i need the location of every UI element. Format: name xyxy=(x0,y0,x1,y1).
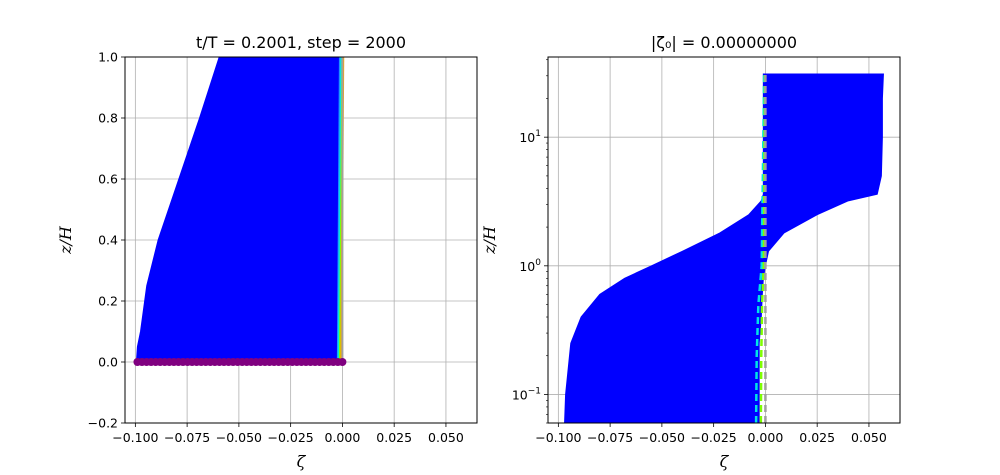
right-y-ticks: 10−1 100 101 xyxy=(512,59,548,424)
right-y-tick-label: 10−1 xyxy=(512,386,541,402)
right-x-tick-label: −0.100 xyxy=(535,430,581,445)
left-y-tick-label: 0.6 xyxy=(98,172,118,187)
left-plot-title: t/T = 0.2001, step = 2000 xyxy=(196,33,406,52)
right-y-axis-label: z/H xyxy=(480,225,499,255)
left-y-tick-label: 0.0 xyxy=(98,355,118,370)
left-x-tick-label: −0.025 xyxy=(268,430,314,445)
left-x-tick-label: −0.075 xyxy=(164,430,210,445)
right-data-layer xyxy=(564,73,884,423)
left-y-tick-label: −0.2 xyxy=(88,416,118,431)
left-y-tick-label: 0.8 xyxy=(98,111,118,126)
right-x-ticks: −0.100 −0.075 −0.050 −0.025 0.000 0.025 0.050 xyxy=(535,423,887,445)
right-y-tick-label: 100 xyxy=(519,258,541,274)
left-x-tick-label: 0.025 xyxy=(376,430,412,445)
right-x-tick-label: 0.025 xyxy=(799,430,835,445)
left-data-layer xyxy=(133,57,347,366)
right-profile-line-0 xyxy=(754,73,766,423)
right-x-axis-label: ζ xyxy=(720,452,730,471)
left-y-axis-label: z/H xyxy=(56,225,75,255)
left-y-ticks: −0.2 0.0 0.2 0.4 0.6 0.8 1.0 xyxy=(88,50,125,431)
left-profile-line-1 xyxy=(337,57,343,363)
left-blue-profile-envelope xyxy=(135,57,340,363)
right-x-tick-label: −0.050 xyxy=(639,430,685,445)
right-x-tick-label: 0.000 xyxy=(748,430,784,445)
left-x-tick-label: 0.050 xyxy=(428,430,464,445)
left-y-tick-label: 1.0 xyxy=(98,50,118,65)
right-plot-title: |ζ₀| = 0.00000000 xyxy=(651,33,797,52)
left-subplot: −0.100 −0.075 −0.050 −0.025 0.000 0.025 0.050 … xyxy=(56,33,478,471)
right-y-tick-label: 101 xyxy=(519,129,541,145)
right-subplot: −0.100 −0.075 −0.050 −0.025 0.000 0.025 0.050 … xyxy=(480,33,901,471)
left-x-tick-label: −0.050 xyxy=(216,430,262,445)
right-blue-profile-envelope xyxy=(564,73,884,423)
left-x-axis-label: ζ xyxy=(297,452,307,471)
left-x-tick-label: −0.100 xyxy=(112,430,158,445)
left-y-tick-label: 0.4 xyxy=(98,233,118,248)
left-x-ticks: −0.100 −0.075 −0.050 −0.025 0.000 0.025 0.050 xyxy=(112,423,464,445)
left-y-tick-label: 0.2 xyxy=(98,294,118,309)
left-x-tick-label: 0.000 xyxy=(325,430,361,445)
right-x-tick-label: 0.050 xyxy=(851,430,887,445)
right-plot-frame xyxy=(547,56,901,424)
right-x-tick-label: −0.075 xyxy=(587,430,633,445)
right-x-tick-label: −0.025 xyxy=(691,430,737,445)
left-bottom-marker xyxy=(338,358,347,366)
